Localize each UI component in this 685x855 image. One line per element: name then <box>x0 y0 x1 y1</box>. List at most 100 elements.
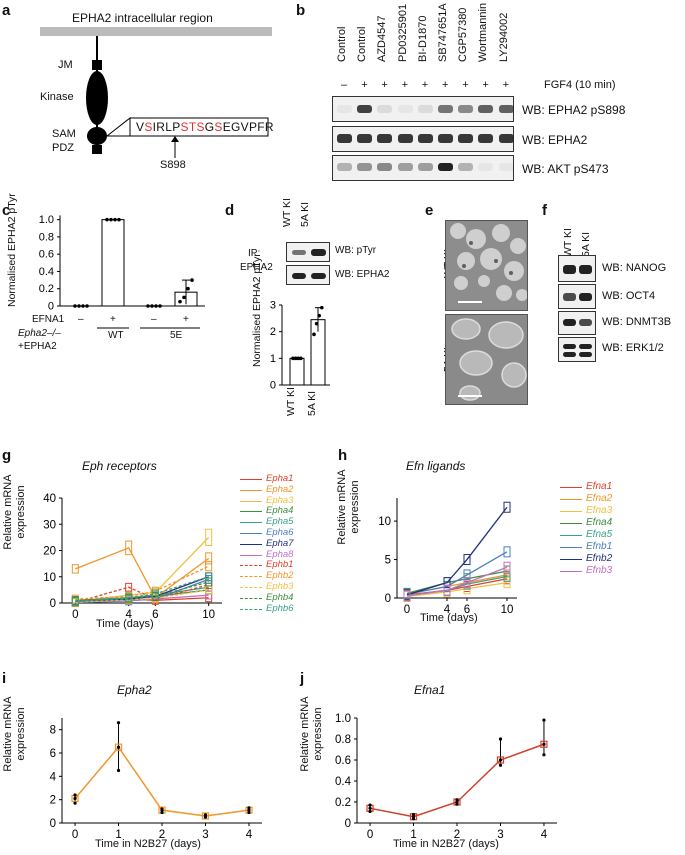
legend-label-epha7: Epha7 <box>266 537 294 549</box>
blot-f-oct4 <box>558 284 596 309</box>
point-d <box>293 356 298 361</box>
blot-band <box>377 105 393 113</box>
xlabel-d-wt: WT KI <box>285 387 297 416</box>
legend-swatch <box>240 576 262 578</box>
epha2-domain-diagram <box>86 36 269 158</box>
y-tick-label: 2 <box>50 795 56 807</box>
boxplot <box>443 577 451 589</box>
boxplot <box>503 561 511 573</box>
point-d <box>296 356 300 361</box>
blot-akt-ps473 <box>332 155 514 181</box>
y-tick-label-c: 1.0 <box>39 214 54 226</box>
blot-band <box>417 163 433 171</box>
panel-label-h: h <box>338 447 348 464</box>
y-tick-label: 0.8 <box>335 734 351 746</box>
bar-c <box>101 219 125 307</box>
epha2-point <box>160 807 164 811</box>
lane-label-b: Control <box>336 26 348 62</box>
chart-h: 0 5 10 0 4 6 10 <box>378 498 517 616</box>
boxplot <box>503 501 511 513</box>
x-tick-label: 1 <box>410 829 416 841</box>
efna1-sign-c: + <box>110 314 116 325</box>
x-tick-label: 3 <box>202 829 208 841</box>
series-line-ephb6 <box>75 576 209 603</box>
blot-band <box>417 134 433 143</box>
series-line-efnb1 <box>406 551 508 595</box>
y-tick-label-d: 3 <box>270 300 276 312</box>
x-tick-label: 2 <box>454 829 460 841</box>
legend-swatch <box>560 487 582 488</box>
efna1-sign-c: + <box>183 314 189 325</box>
series-line-epha4 <box>75 589 209 602</box>
epha2-point <box>116 721 121 725</box>
boxplot <box>463 554 471 566</box>
xlabel-i: Time in N2B27 (days) <box>95 838 201 850</box>
bar-d <box>289 357 305 386</box>
blot-band <box>337 134 352 143</box>
efna1-point <box>411 813 416 817</box>
y-tick-label: 1.0 <box>335 713 351 725</box>
lane-label-b: AZD4547 <box>376 15 389 62</box>
y-tick-label: 10 <box>378 516 391 528</box>
sequence-segment: V <box>136 120 145 134</box>
ylabel-h-1: Relative mRNA <box>336 469 348 545</box>
wb-label-d-epha2: WB: EPHA2 <box>335 269 390 280</box>
efna1-point <box>368 803 372 807</box>
efna1-point <box>542 753 546 757</box>
lane-label-d-wt: WT KI <box>281 198 293 227</box>
boxplot <box>205 572 213 582</box>
y-tick-label-c: 0.4 <box>39 266 54 278</box>
y-tick-label-c: 0.2 <box>39 283 54 295</box>
blot-band <box>397 105 413 113</box>
y-tick-label: 20 <box>43 546 56 558</box>
genotype-line1: Epha2–/– <box>18 328 61 339</box>
x-tick-label: 4 <box>246 829 253 841</box>
epha2-point <box>116 745 121 749</box>
boxplot <box>151 589 159 599</box>
efna1-line <box>369 743 545 818</box>
boxplot <box>71 564 79 574</box>
boxplot <box>125 582 133 592</box>
sequence-segment: S <box>144 120 153 134</box>
series-line-ephb3 <box>75 589 209 603</box>
y-tick-label: 8 <box>50 725 56 737</box>
blot-f-dnmt3b <box>558 311 596 335</box>
wb-label-f-erk12: WB: ERK1/2 <box>602 342 664 354</box>
blot-band <box>397 163 413 171</box>
legend-label-efna4: Efna4 <box>586 517 613 528</box>
efna1-sign-c: – <box>78 314 84 325</box>
ylabel-d: Normalised EPHA2 pTyr <box>251 253 263 367</box>
legend-label-efna5: Efna5 <box>586 529 613 540</box>
efna1-point <box>498 737 503 741</box>
boxplot <box>125 540 133 556</box>
x-tick-label: 0 <box>72 609 78 621</box>
epha2-point <box>116 768 121 773</box>
x-tick-label: 4 <box>541 829 548 841</box>
epha2-point <box>73 801 77 805</box>
boxplot <box>443 584 451 596</box>
point-d <box>299 356 303 361</box>
legend-swatch <box>240 511 262 513</box>
y-tick-label: 0.6 <box>335 755 351 767</box>
blot-band <box>498 163 514 171</box>
point-c <box>117 217 121 222</box>
efna1-point <box>455 798 459 802</box>
legend-label-ephb6: Ephb6 <box>266 602 294 614</box>
x-tick-label: 1 <box>115 829 121 841</box>
xlabel-d-5a: 5A KI <box>306 390 318 416</box>
boxplot <box>503 546 511 558</box>
boxplot <box>403 590 411 602</box>
xlabel-j: Time in N2B27 (days) <box>393 838 499 850</box>
legend-label-epha8: Epha8 <box>266 548 294 560</box>
series-line-efna3 <box>406 581 508 598</box>
ylabel-j-2: expression <box>312 707 324 761</box>
boxplot <box>463 569 471 581</box>
chart-g: 0 10 20 30 40 0 4 6 10 <box>43 493 222 621</box>
legend-label-epha1: Epha1 <box>266 473 294 484</box>
blot-band <box>397 134 413 143</box>
point-c <box>85 304 89 308</box>
blot-band <box>498 134 514 143</box>
legend-swatch <box>240 500 262 502</box>
y-tick-label: 10 <box>43 572 56 584</box>
domain-label-jm: JM <box>58 59 73 71</box>
